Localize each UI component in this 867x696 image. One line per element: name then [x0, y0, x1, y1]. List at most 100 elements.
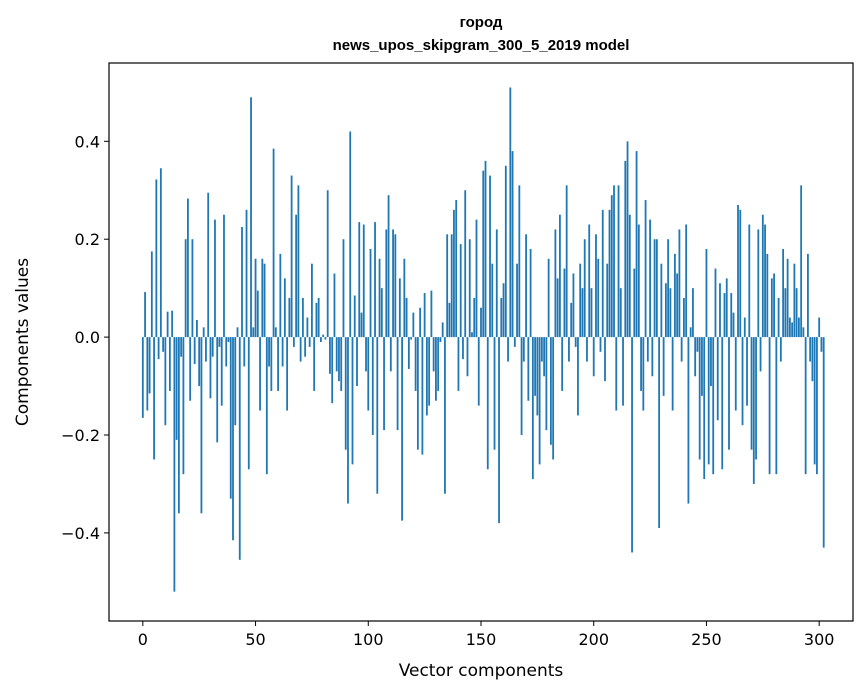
bar: [599, 337, 602, 352]
bar: [811, 337, 814, 382]
bar: [168, 337, 171, 391]
bar: [444, 337, 446, 494]
bar: [816, 337, 818, 475]
bar: [545, 337, 548, 431]
bar: [748, 224, 751, 338]
bar: [770, 278, 773, 338]
bar: [155, 179, 158, 338]
bar: [180, 337, 183, 357]
bar: [311, 263, 313, 338]
bar: [141, 337, 144, 418]
bar: [784, 288, 787, 338]
bar: [577, 337, 579, 416]
bar: [719, 283, 721, 338]
bar: [761, 214, 764, 338]
bar: [261, 258, 264, 338]
bar: [498, 337, 500, 524]
bar: [177, 337, 180, 514]
bar: [750, 337, 753, 450]
bar: [256, 290, 259, 338]
bar: [216, 337, 219, 443]
bar: [572, 273, 575, 338]
bar: [540, 337, 543, 362]
bar: [459, 244, 462, 338]
x-axis: 0 50 100 150 200 250 300: [138, 621, 834, 649]
bar: [315, 302, 318, 338]
bar: [588, 224, 591, 338]
bar: [696, 337, 699, 352]
bar: [462, 337, 464, 360]
bar: [290, 175, 293, 338]
bar: [322, 334, 325, 338]
bar: [703, 337, 706, 480]
bar: [455, 200, 458, 338]
bar: [218, 337, 221, 347]
bar: [236, 327, 239, 338]
bar: [435, 337, 437, 401]
bar: [362, 224, 365, 338]
bar: [292, 337, 295, 347]
x-tick-label: 150: [466, 630, 497, 649]
bar: [644, 200, 647, 338]
bar: [398, 278, 401, 338]
bar: [653, 239, 656, 338]
bar: [211, 337, 214, 357]
bar: [207, 192, 210, 338]
bar: [809, 337, 812, 362]
bar: [419, 307, 422, 338]
bar: [601, 209, 604, 338]
bar: [148, 337, 151, 394]
bar: [628, 214, 631, 338]
bar: [407, 337, 410, 369]
bar: [757, 229, 760, 338]
bar: [658, 337, 661, 528]
bar: [705, 249, 708, 338]
bar: [335, 337, 338, 372]
bar: [714, 268, 717, 338]
bar: [432, 337, 435, 372]
bar: [637, 224, 640, 338]
bar: [522, 337, 525, 362]
bar: [387, 195, 390, 338]
bar: [331, 337, 334, 404]
bar: [549, 337, 552, 445]
bar: [383, 337, 385, 431]
bar: [712, 337, 715, 475]
bar: [635, 151, 638, 338]
bar: [595, 234, 597, 338]
bar: [822, 337, 825, 548]
bar: [403, 258, 406, 338]
bar: [683, 297, 685, 338]
bar: [692, 288, 694, 338]
bar: [356, 337, 358, 387]
bar: [412, 312, 415, 338]
bar: [146, 337, 149, 411]
bar: [254, 258, 257, 338]
bar: [313, 337, 316, 391]
x-tick-label: 200: [578, 630, 609, 649]
bar: [574, 337, 577, 347]
bar: [306, 317, 309, 338]
bar: [723, 293, 726, 338]
bar: [516, 263, 518, 338]
bar: [268, 337, 270, 367]
bar: [685, 224, 688, 338]
bar: [511, 151, 514, 338]
bar: [205, 337, 207, 362]
bar: [288, 297, 291, 338]
bar: [234, 337, 237, 426]
bar: [608, 209, 611, 338]
bar: [471, 332, 473, 338]
y-tick-label: −0.2: [61, 426, 100, 445]
bar: [633, 268, 636, 338]
bar: [200, 337, 203, 514]
bar: [274, 327, 277, 338]
bar: [344, 337, 347, 450]
bar: [766, 253, 769, 338]
x-tick-label: 250: [691, 630, 722, 649]
bar: [371, 337, 374, 435]
bar: [613, 185, 615, 338]
bar: [423, 293, 426, 338]
bar: [484, 160, 487, 338]
bar: [671, 337, 674, 411]
